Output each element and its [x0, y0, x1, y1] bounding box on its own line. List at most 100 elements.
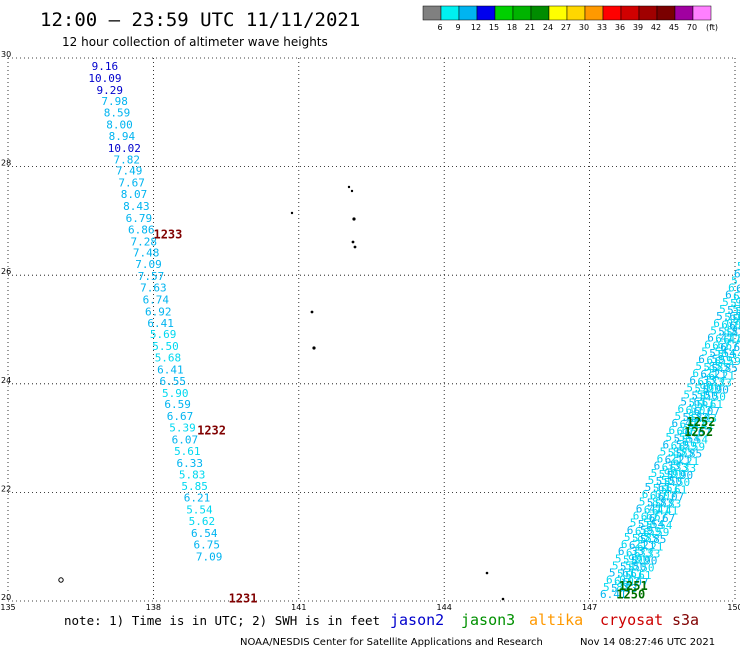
- swath-value: 6.33: [634, 547, 661, 560]
- wave-height-label: 6.55: [160, 375, 187, 388]
- legend-swatch: [458, 5, 478, 21]
- island: [351, 240, 355, 244]
- swath-value: 5.50: [735, 305, 740, 318]
- legend-label: 9: [455, 23, 460, 32]
- wave-height-label: 6.79: [126, 212, 153, 225]
- wave-height-label: 8.07: [121, 188, 148, 201]
- swath-value: 5.83: [674, 410, 701, 423]
- legend-label: 39: [633, 23, 643, 32]
- lon-tick-label: 144: [437, 603, 452, 612]
- satellite-name: jason3: [461, 611, 515, 629]
- swath-value: 6.41: [707, 331, 734, 344]
- wave-height-label: 7.98: [101, 95, 128, 108]
- lon-tick-label: 150: [727, 603, 740, 612]
- legend-label: 30: [579, 23, 589, 32]
- swath-value: 6.59: [643, 526, 670, 539]
- island: [58, 577, 64, 583]
- wave-height-label: 8.43: [123, 200, 150, 213]
- map-title: 12:00 – 23:59 UTC 11/11/2021: [40, 9, 360, 31]
- swath-value: 6.59: [663, 438, 690, 451]
- wave-height-label: 5.54: [186, 504, 213, 517]
- satellite-name: cryosat: [600, 611, 663, 629]
- pass-number: 1233: [153, 227, 182, 241]
- swath-value: 5.61: [645, 481, 672, 494]
- swath-value: 5.54: [630, 517, 657, 530]
- swath-value: 5.54: [737, 260, 740, 273]
- swath-value: 6.67: [669, 424, 696, 437]
- legend-swatch: [602, 5, 622, 21]
- legend-label: 18: [507, 23, 517, 32]
- wave-height-label: 7.48: [133, 247, 160, 260]
- swath-value: 5.50: [683, 388, 710, 401]
- legend-swatch: [584, 5, 604, 21]
- pass-number: 1250: [616, 587, 645, 601]
- wave-height-label: 7.28: [130, 235, 157, 248]
- pass-number: 1232: [197, 423, 226, 437]
- swath-value: 5.83: [611, 582, 638, 595]
- wave-height-label: 8.59: [104, 107, 131, 120]
- swath-value: 6.21: [708, 369, 735, 382]
- timestamp: Nov 14 08:27:46 UTC 2021: [580, 637, 715, 648]
- wave-height-label: 7.49: [116, 165, 143, 178]
- swath-value: 6.59: [627, 524, 654, 537]
- swath-value: 6.07: [614, 575, 641, 588]
- lat-tick-label: 30: [1, 50, 11, 59]
- swath-value: 5.90: [659, 468, 686, 481]
- swath-value: 5.90: [651, 467, 678, 480]
- legend-label: 33: [597, 23, 607, 32]
- legend-label: 36: [615, 23, 625, 32]
- swath-value: 5.61: [724, 311, 740, 324]
- swath-value: 6.21: [673, 455, 700, 468]
- legend-swatch: [692, 5, 712, 21]
- legend-swatch: [548, 5, 568, 21]
- swath-value: 6.41: [723, 334, 740, 347]
- swath-value: 6.33: [662, 461, 689, 474]
- swath-value: 6.41: [636, 502, 663, 515]
- lat-tick-label: 28: [1, 159, 11, 168]
- swath-value: 5.54: [674, 432, 701, 445]
- swath-value: 6.67: [677, 425, 704, 438]
- wave-height-label: 9.16: [92, 60, 119, 73]
- swath-value: 5.54: [709, 347, 736, 360]
- credit-line: NOAA/NESDIS Center for Satellite Applica…: [240, 637, 543, 648]
- island: [501, 597, 505, 601]
- legend-label: 70: [687, 23, 697, 32]
- swath-value: 5.54: [646, 519, 673, 532]
- swath-value: 5.54: [682, 433, 709, 446]
- swath-value: 6.21: [728, 282, 740, 295]
- legend-swatch: [620, 5, 640, 21]
- swath-value: 6.33: [670, 462, 697, 475]
- legend-swatch: [674, 5, 694, 21]
- swath-value: 5.85: [711, 362, 738, 375]
- swath-value: 6.33: [705, 376, 732, 389]
- swath-value: 5.83: [691, 412, 718, 425]
- swath-value: 5.54: [701, 346, 728, 359]
- satellite-name: jason2: [390, 611, 444, 629]
- swath-value: 6.33: [689, 374, 716, 387]
- swath-value: 5.50: [628, 562, 655, 575]
- swath-value: 5.54: [717, 348, 740, 361]
- swath-value: 6.33: [733, 290, 740, 303]
- swath-value: 6.07: [658, 490, 685, 503]
- wave-height-label: 5.61: [174, 445, 201, 458]
- wave-height-label: 5.83: [179, 468, 206, 481]
- pass-number: 1252: [687, 415, 716, 429]
- wave-height-label: 8.94: [109, 130, 136, 143]
- swath-value: 6.59: [671, 439, 698, 452]
- swath-value: 5.85: [624, 531, 651, 544]
- legend-swatch: [566, 5, 586, 21]
- pass-number: 1231: [229, 592, 258, 606]
- legend-swatch: [512, 5, 532, 21]
- swath-value: 6.07: [729, 319, 740, 332]
- legend-label: 24: [543, 23, 553, 32]
- altimeter-swath: 6.415.836.075.615.505.906.336.215.856.59…: [600, 260, 740, 601]
- wave-height-label: 7.63: [140, 281, 167, 294]
- lon-tick-label: 147: [582, 603, 597, 612]
- swath-value: 5.61: [609, 567, 636, 580]
- swath-value: 5.50: [699, 391, 726, 404]
- swath-value: 5.61: [732, 312, 740, 325]
- legend-label: 21: [525, 23, 535, 32]
- swath-value: 6.67: [712, 340, 739, 353]
- legend-swatch: [638, 5, 658, 21]
